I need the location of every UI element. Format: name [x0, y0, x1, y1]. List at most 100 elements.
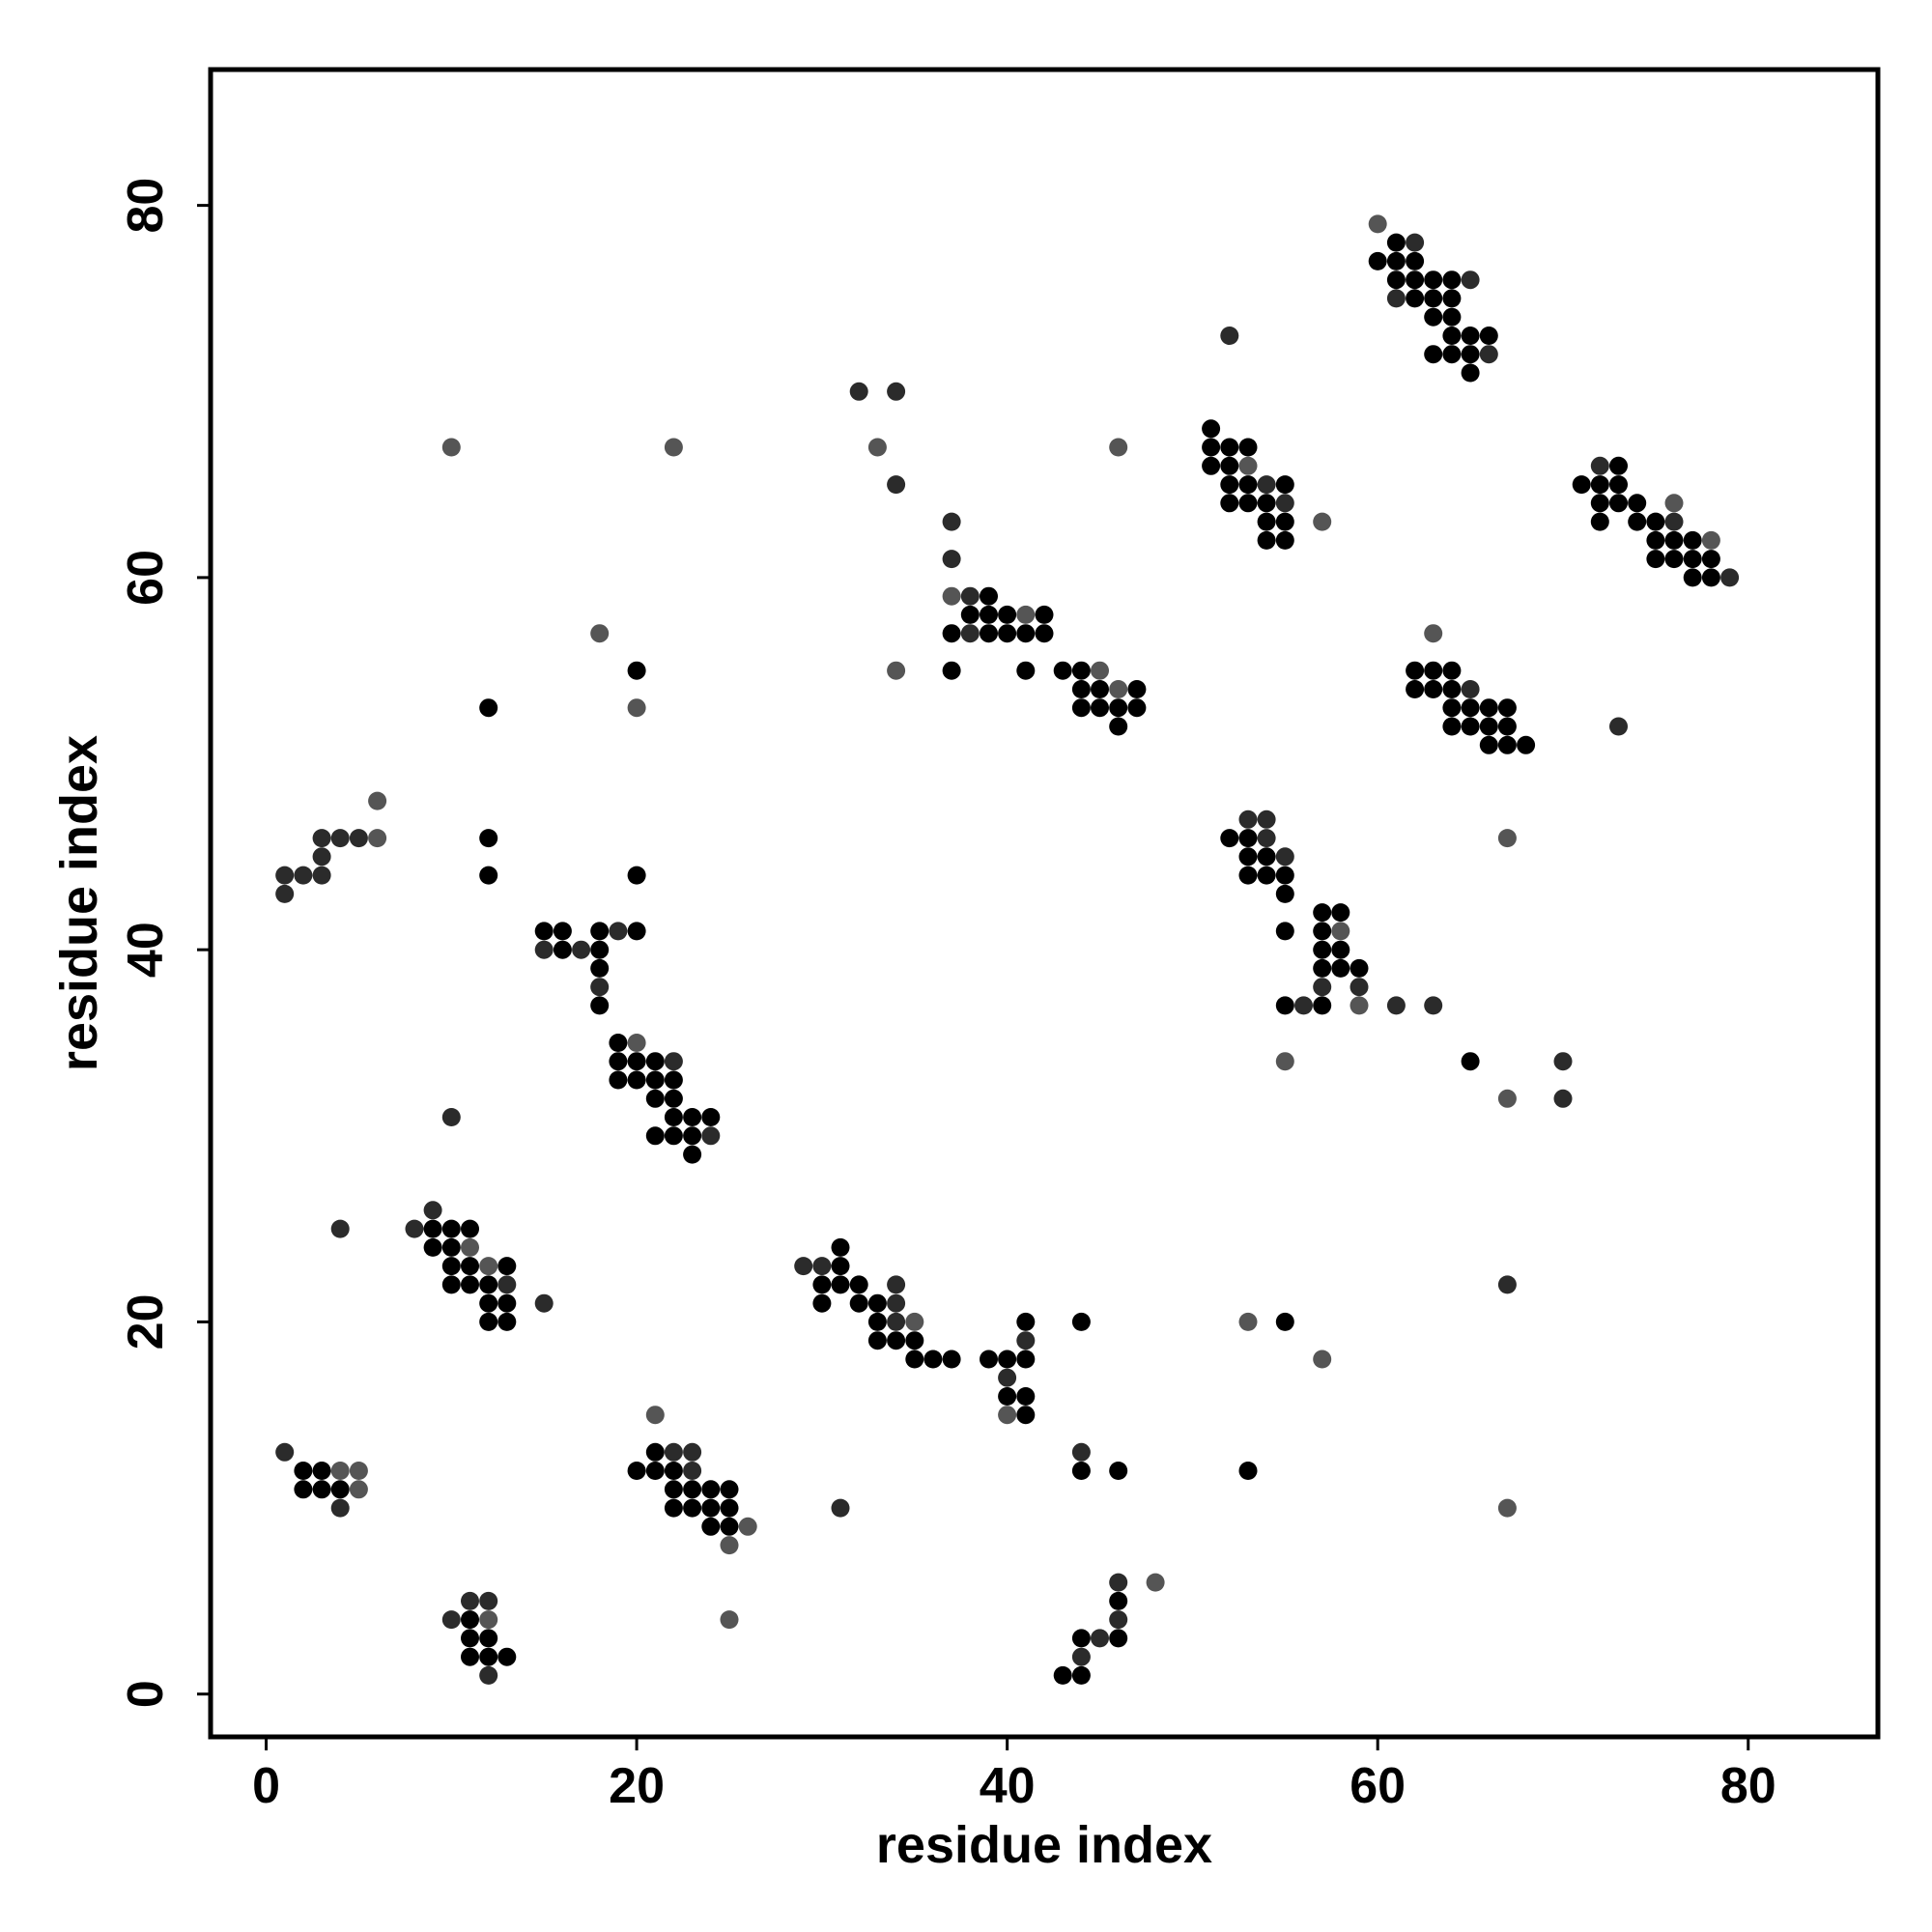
- contact-point: [1442, 698, 1462, 718]
- contact-point: [1071, 680, 1091, 698]
- contact-point: [1127, 698, 1147, 718]
- contact-point: [1406, 251, 1425, 270]
- contact-point: [867, 1293, 887, 1313]
- contact-point: [497, 1293, 517, 1313]
- y-tick-label: 20: [118, 1294, 174, 1350]
- contact-point: [1424, 661, 1443, 680]
- contact-point: [1275, 1052, 1294, 1071]
- contact-point: [1071, 1442, 1091, 1462]
- contact-point: [1664, 530, 1684, 550]
- contact-point: [1479, 698, 1498, 718]
- contact-point: [1386, 996, 1406, 1015]
- contact-point: [1424, 345, 1443, 364]
- contact-point: [1275, 475, 1294, 495]
- contact-point: [1202, 438, 1221, 457]
- contact-point: [1275, 512, 1294, 531]
- contact-point: [1071, 1312, 1091, 1331]
- contact-point: [1275, 884, 1294, 903]
- contact-point: [1628, 512, 1647, 531]
- contact-point: [1257, 866, 1276, 885]
- contact-point: [1071, 1665, 1091, 1685]
- contact-point: [1220, 327, 1239, 345]
- contact-point: [497, 1257, 517, 1276]
- contact-point: [960, 586, 980, 606]
- contact-point: [1406, 270, 1425, 290]
- contact-point: [1461, 717, 1480, 736]
- contact-point: [1497, 1089, 1517, 1108]
- contact-point: [942, 624, 961, 643]
- contact-point: [664, 438, 683, 457]
- contact-point: [645, 1406, 665, 1425]
- contact-point: [664, 1108, 683, 1126]
- contact-point: [887, 1331, 906, 1350]
- contact-point: [1424, 996, 1443, 1015]
- contact-point: [479, 1293, 498, 1313]
- contact-point: [627, 1070, 646, 1090]
- contact-point: [1275, 1312, 1294, 1331]
- contact-point: [1331, 940, 1350, 959]
- contact-point: [645, 1462, 665, 1480]
- contact-point: [905, 1350, 924, 1369]
- contact-point: [645, 1126, 665, 1146]
- contact-point: [1313, 512, 1332, 531]
- contact-point: [294, 1480, 313, 1499]
- contact-point: [330, 1219, 350, 1238]
- contact-point: [1109, 680, 1128, 698]
- contact-point: [664, 1480, 683, 1499]
- contact-point: [275, 884, 295, 903]
- contact-point: [1461, 363, 1480, 383]
- contact-point: [923, 1350, 943, 1369]
- contact-point: [812, 1275, 832, 1294]
- contact-point: [701, 1517, 721, 1536]
- contact-point: [812, 1257, 832, 1276]
- contact-point: [1071, 1647, 1091, 1666]
- contact-point: [534, 1293, 554, 1313]
- contact-point: [1071, 661, 1091, 680]
- contact-point: [1424, 680, 1443, 698]
- contact-point: [1275, 530, 1294, 550]
- contact-point: [1406, 233, 1425, 252]
- contact-point: [461, 1237, 479, 1257]
- contact-point: [1331, 958, 1350, 978]
- contact-point: [1461, 680, 1480, 698]
- x-tick-label: 80: [1720, 1758, 1776, 1814]
- contact-point: [980, 605, 998, 624]
- contact-point: [1368, 251, 1387, 270]
- contact-point: [1590, 512, 1609, 531]
- contact-point: [720, 1517, 739, 1536]
- contact-point: [942, 586, 961, 606]
- contact-point: [849, 1293, 868, 1313]
- contact-point: [627, 1052, 646, 1071]
- contact-point: [627, 866, 646, 885]
- contact-point: [701, 1126, 721, 1146]
- contact-point: [1294, 996, 1313, 1015]
- contact-point: [831, 1275, 850, 1294]
- contact-point: [1275, 996, 1294, 1015]
- contact-point: [479, 866, 498, 885]
- contact-point: [1146, 1573, 1165, 1592]
- contact-point: [312, 866, 331, 885]
- data-points: [275, 214, 1740, 1685]
- contact-point: [497, 1312, 517, 1331]
- contact-point: [497, 1275, 517, 1294]
- contact-point: [1442, 289, 1462, 308]
- contact-point: [590, 922, 610, 941]
- contact-point: [831, 1498, 850, 1518]
- contact-point: [1350, 978, 1369, 997]
- contact-point: [1035, 605, 1054, 624]
- contact-point: [479, 698, 498, 718]
- contact-point: [1442, 327, 1462, 345]
- contact-point: [664, 1462, 683, 1480]
- contact-point: [1127, 680, 1147, 698]
- contact-point: [1424, 270, 1443, 290]
- contact-point: [960, 605, 980, 624]
- contact-point: [441, 438, 461, 457]
- contact-point: [1053, 661, 1072, 680]
- contact-point: [720, 1498, 739, 1518]
- contact-point: [627, 1462, 646, 1480]
- contact-point: [683, 1108, 702, 1126]
- contact-point: [1386, 251, 1406, 270]
- contact-point: [942, 1350, 961, 1369]
- contact-point: [1479, 345, 1498, 364]
- contact-point: [479, 829, 498, 848]
